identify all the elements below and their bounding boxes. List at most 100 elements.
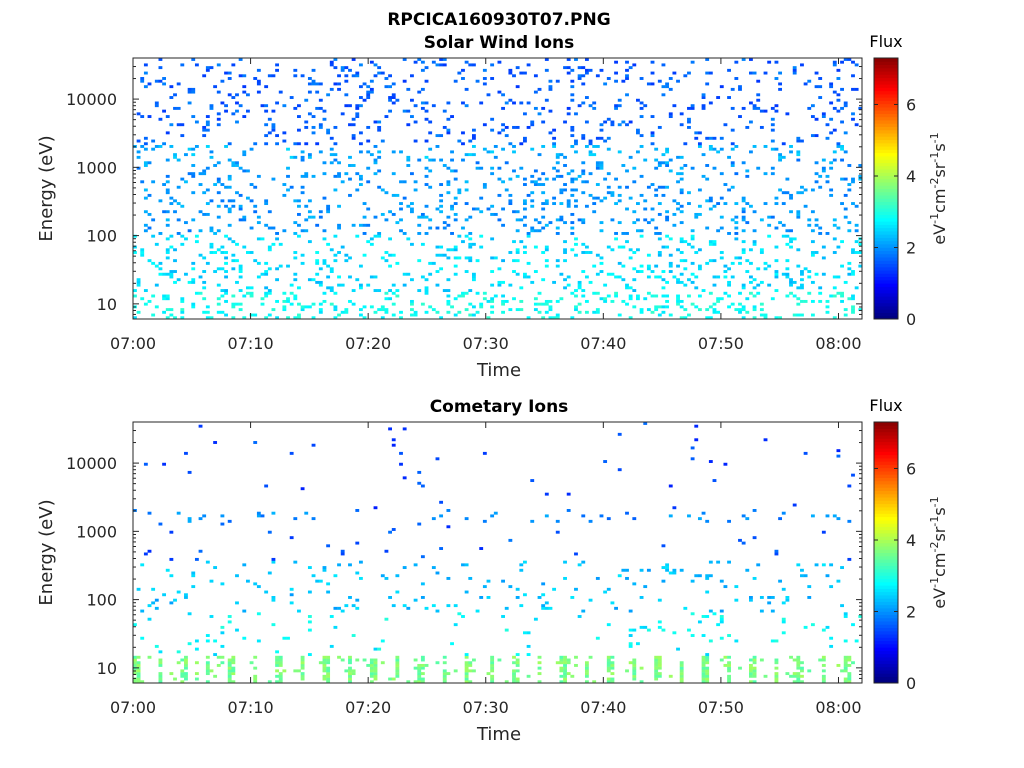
flux-cell [133, 623, 137, 627]
flux-cell [249, 291, 254, 295]
flux-cell [843, 612, 848, 616]
flux-cell [464, 234, 469, 238]
flux-cell [307, 620, 312, 624]
flux-cell [399, 316, 403, 320]
flux-cell [337, 82, 341, 86]
flux-cell [187, 90, 192, 94]
flux-cell [665, 150, 670, 154]
flux-cell [468, 215, 473, 219]
flux-cell [406, 109, 411, 113]
flux-cell [661, 185, 666, 189]
flux-cell [654, 275, 659, 279]
flux-cell [800, 568, 804, 572]
flux-cell [249, 183, 254, 186]
flux-cell [202, 191, 207, 195]
flux-cell [231, 267, 236, 271]
flux-cell [701, 93, 706, 97]
flux-cell [158, 677, 163, 681]
flux-cell [749, 680, 753, 684]
flux-cell [537, 302, 542, 306]
flux-cell [712, 612, 717, 616]
flux-cell [832, 286, 837, 290]
flux-cell [209, 104, 214, 108]
flux-cell [264, 104, 269, 108]
flux-cell [752, 71, 757, 75]
flux-cell [468, 663, 473, 667]
flux-cell [340, 112, 345, 116]
flux-cell [169, 530, 174, 534]
flux-cell [814, 71, 819, 75]
flux-cell [297, 199, 301, 203]
flux-cell [657, 251, 662, 254]
flux-cell [282, 636, 287, 640]
flux-cell [198, 291, 203, 295]
flux-cell [187, 101, 192, 105]
flux-cell [832, 294, 837, 298]
colorbar-segment [874, 71, 898, 75]
flux-cell [752, 672, 757, 676]
flux-cell [745, 125, 750, 129]
flux-cell [227, 158, 232, 162]
flux-cell [628, 297, 633, 301]
flux-cell [300, 661, 305, 665]
flux-cell [453, 256, 458, 260]
flux-cell [242, 245, 247, 249]
flux-cell [213, 674, 218, 678]
flux-cell [555, 153, 560, 157]
flux-cell [781, 191, 786, 195]
flux-cell [220, 101, 225, 105]
flux-cell [377, 308, 382, 312]
flux-cell [566, 58, 571, 61]
flux-cell [162, 462, 167, 466]
flux-cell [730, 87, 735, 91]
flux-cell [741, 316, 746, 320]
flux-cell [796, 663, 801, 667]
flux-cell [595, 272, 600, 276]
flux-cell [800, 278, 804, 282]
flux-cell [792, 658, 797, 662]
flux-cell [311, 82, 316, 86]
flux-cell [610, 191, 615, 195]
flux-cell [625, 93, 629, 97]
flux-cell [756, 166, 761, 170]
flux-cell [617, 275, 622, 279]
flux-cell [523, 215, 527, 219]
flux-cell [741, 210, 746, 214]
flux-cell [563, 66, 567, 70]
flux-cell [727, 677, 731, 681]
flux-cell [734, 77, 739, 80]
flux-cell [311, 278, 316, 282]
colorbar-segment [874, 650, 898, 655]
flux-cell [854, 240, 859, 244]
flux-cell [420, 677, 425, 681]
flux-cell [646, 267, 651, 271]
flux-cell [224, 145, 228, 148]
flux-cell [322, 161, 327, 165]
flux-cell [614, 60, 618, 64]
flux-cell [537, 153, 542, 157]
flux-cell [322, 299, 327, 303]
flux-cell [639, 308, 644, 312]
flux-cell [665, 161, 670, 165]
spectrogram-cells [133, 58, 863, 320]
flux-cell [563, 120, 567, 124]
flux-cell [417, 677, 422, 681]
flux-cell [286, 166, 290, 170]
flux-cell [759, 251, 764, 254]
flux-cell [147, 212, 152, 216]
flux-cell [275, 669, 279, 673]
flux-cell [515, 272, 520, 276]
flux-cell [810, 115, 815, 119]
flux-cell [523, 245, 527, 249]
flux-cell [537, 661, 542, 665]
flux-cell [205, 310, 210, 314]
flux-cell [836, 98, 841, 102]
flux-cell [184, 180, 188, 184]
flux-cell [286, 299, 290, 303]
flux-cell [216, 180, 221, 184]
flux-cell [632, 669, 637, 673]
flux-cell [672, 631, 677, 635]
flux-cell [639, 310, 644, 314]
flux-cell [391, 253, 396, 257]
flux-cell [657, 232, 662, 235]
